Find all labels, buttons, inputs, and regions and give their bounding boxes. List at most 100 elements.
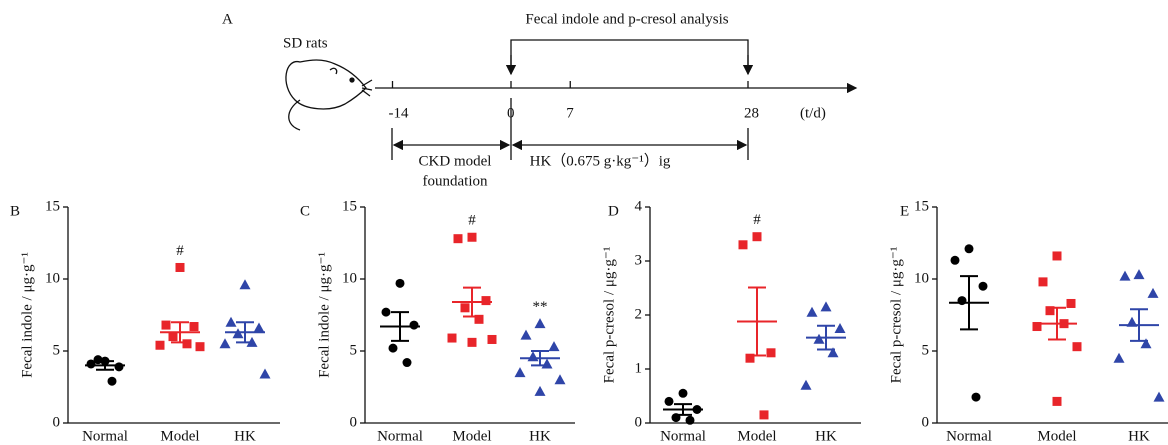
point (806, 306, 818, 317)
y-tick-label: 4 (635, 198, 643, 214)
point (402, 358, 412, 368)
y-tick-label: 10 (914, 270, 929, 286)
x-tick-label: Model (737, 428, 776, 444)
point (664, 396, 674, 406)
timeline-tick-label: 7 (566, 105, 574, 121)
y-tick-label: 15 (45, 198, 60, 214)
x-tick-label: Model (1037, 428, 1076, 444)
y-axis-label: Fecal p-cresol / μg·g⁻¹ (888, 247, 904, 384)
error-bar (1130, 308, 1148, 342)
point (161, 320, 171, 330)
point (678, 388, 688, 398)
x-tick-label: HK (234, 428, 256, 444)
point (1113, 352, 1125, 363)
error-bar (748, 286, 766, 357)
point (685, 415, 695, 425)
y-tick-label: 15 (914, 198, 929, 214)
y-tick-label: 0 (922, 414, 930, 430)
point (766, 348, 776, 358)
x-tick-label: HK (815, 428, 837, 444)
y-tick-label: 5 (922, 342, 930, 358)
point (395, 278, 405, 288)
point (813, 333, 825, 344)
point (239, 279, 251, 290)
point (409, 320, 419, 330)
point (1032, 322, 1042, 332)
y-tick-label: 0 (350, 414, 358, 430)
point (1072, 342, 1082, 352)
point (225, 316, 237, 327)
phase1-label: CKD model (419, 153, 492, 169)
error-bar (1048, 306, 1066, 341)
panel-label: D (608, 203, 619, 219)
point (520, 329, 532, 340)
y-tick-label: 10 (45, 270, 60, 286)
timeline-tick-label: 0 (507, 105, 515, 121)
point (460, 303, 470, 313)
point (467, 232, 477, 242)
point (1052, 251, 1062, 261)
error-bar (960, 275, 978, 331)
subject: SD rats (283, 35, 328, 51)
point (481, 296, 491, 306)
x-tick-label: Normal (377, 428, 423, 444)
error-bar (817, 324, 835, 351)
panel-label: C (300, 203, 310, 219)
point (467, 337, 477, 347)
point (114, 362, 124, 372)
point (527, 351, 539, 362)
y-tick-label: 3 (635, 252, 643, 268)
y-tick-label: 0 (53, 414, 61, 430)
analysis-bracket (510, 39, 749, 72)
annotation: # (176, 243, 184, 259)
phase1-label: foundation (423, 173, 488, 189)
error-bar (236, 321, 254, 344)
annotation: # (468, 213, 476, 229)
x-tick-label: Model (160, 428, 199, 444)
y-tick-label: 15 (342, 198, 357, 214)
point (534, 318, 546, 329)
y-tick-label: 5 (350, 342, 358, 358)
x-tick-label: Normal (660, 428, 706, 444)
point (827, 347, 839, 358)
x-tick-label: HK (1128, 428, 1150, 444)
error-bar (96, 360, 114, 371)
point (1133, 269, 1145, 280)
error-bar (463, 286, 481, 318)
error-bar (674, 403, 692, 416)
point (447, 333, 457, 343)
timeline-tick-label: -14 (389, 105, 409, 121)
point (1140, 338, 1152, 349)
x-tick-label: Model (452, 428, 491, 444)
x-tick-label: Normal (946, 428, 992, 444)
y-tick-label: 0 (635, 414, 643, 430)
point (195, 342, 205, 352)
point (738, 240, 748, 250)
point (107, 376, 117, 386)
point (381, 307, 391, 317)
point (534, 385, 546, 396)
point (1045, 306, 1055, 316)
panel-label: A (222, 11, 233, 27)
point (1052, 396, 1062, 406)
y-tick-label: 2 (635, 306, 643, 322)
point (541, 358, 553, 369)
panel-label: E (900, 203, 909, 219)
point (175, 262, 185, 272)
point (487, 334, 497, 344)
point (474, 314, 484, 324)
error-bar (391, 311, 409, 342)
point (1066, 298, 1076, 308)
point (182, 339, 192, 349)
point (168, 332, 178, 342)
point (1038, 277, 1048, 287)
panel-label: B (10, 203, 20, 219)
point (1153, 391, 1165, 402)
point (978, 281, 988, 291)
point (745, 353, 755, 363)
y-axis-label: Fecal indole / μg·g⁻¹ (19, 252, 35, 378)
annotation: # (753, 212, 761, 228)
point (971, 392, 981, 402)
point (1119, 270, 1131, 281)
